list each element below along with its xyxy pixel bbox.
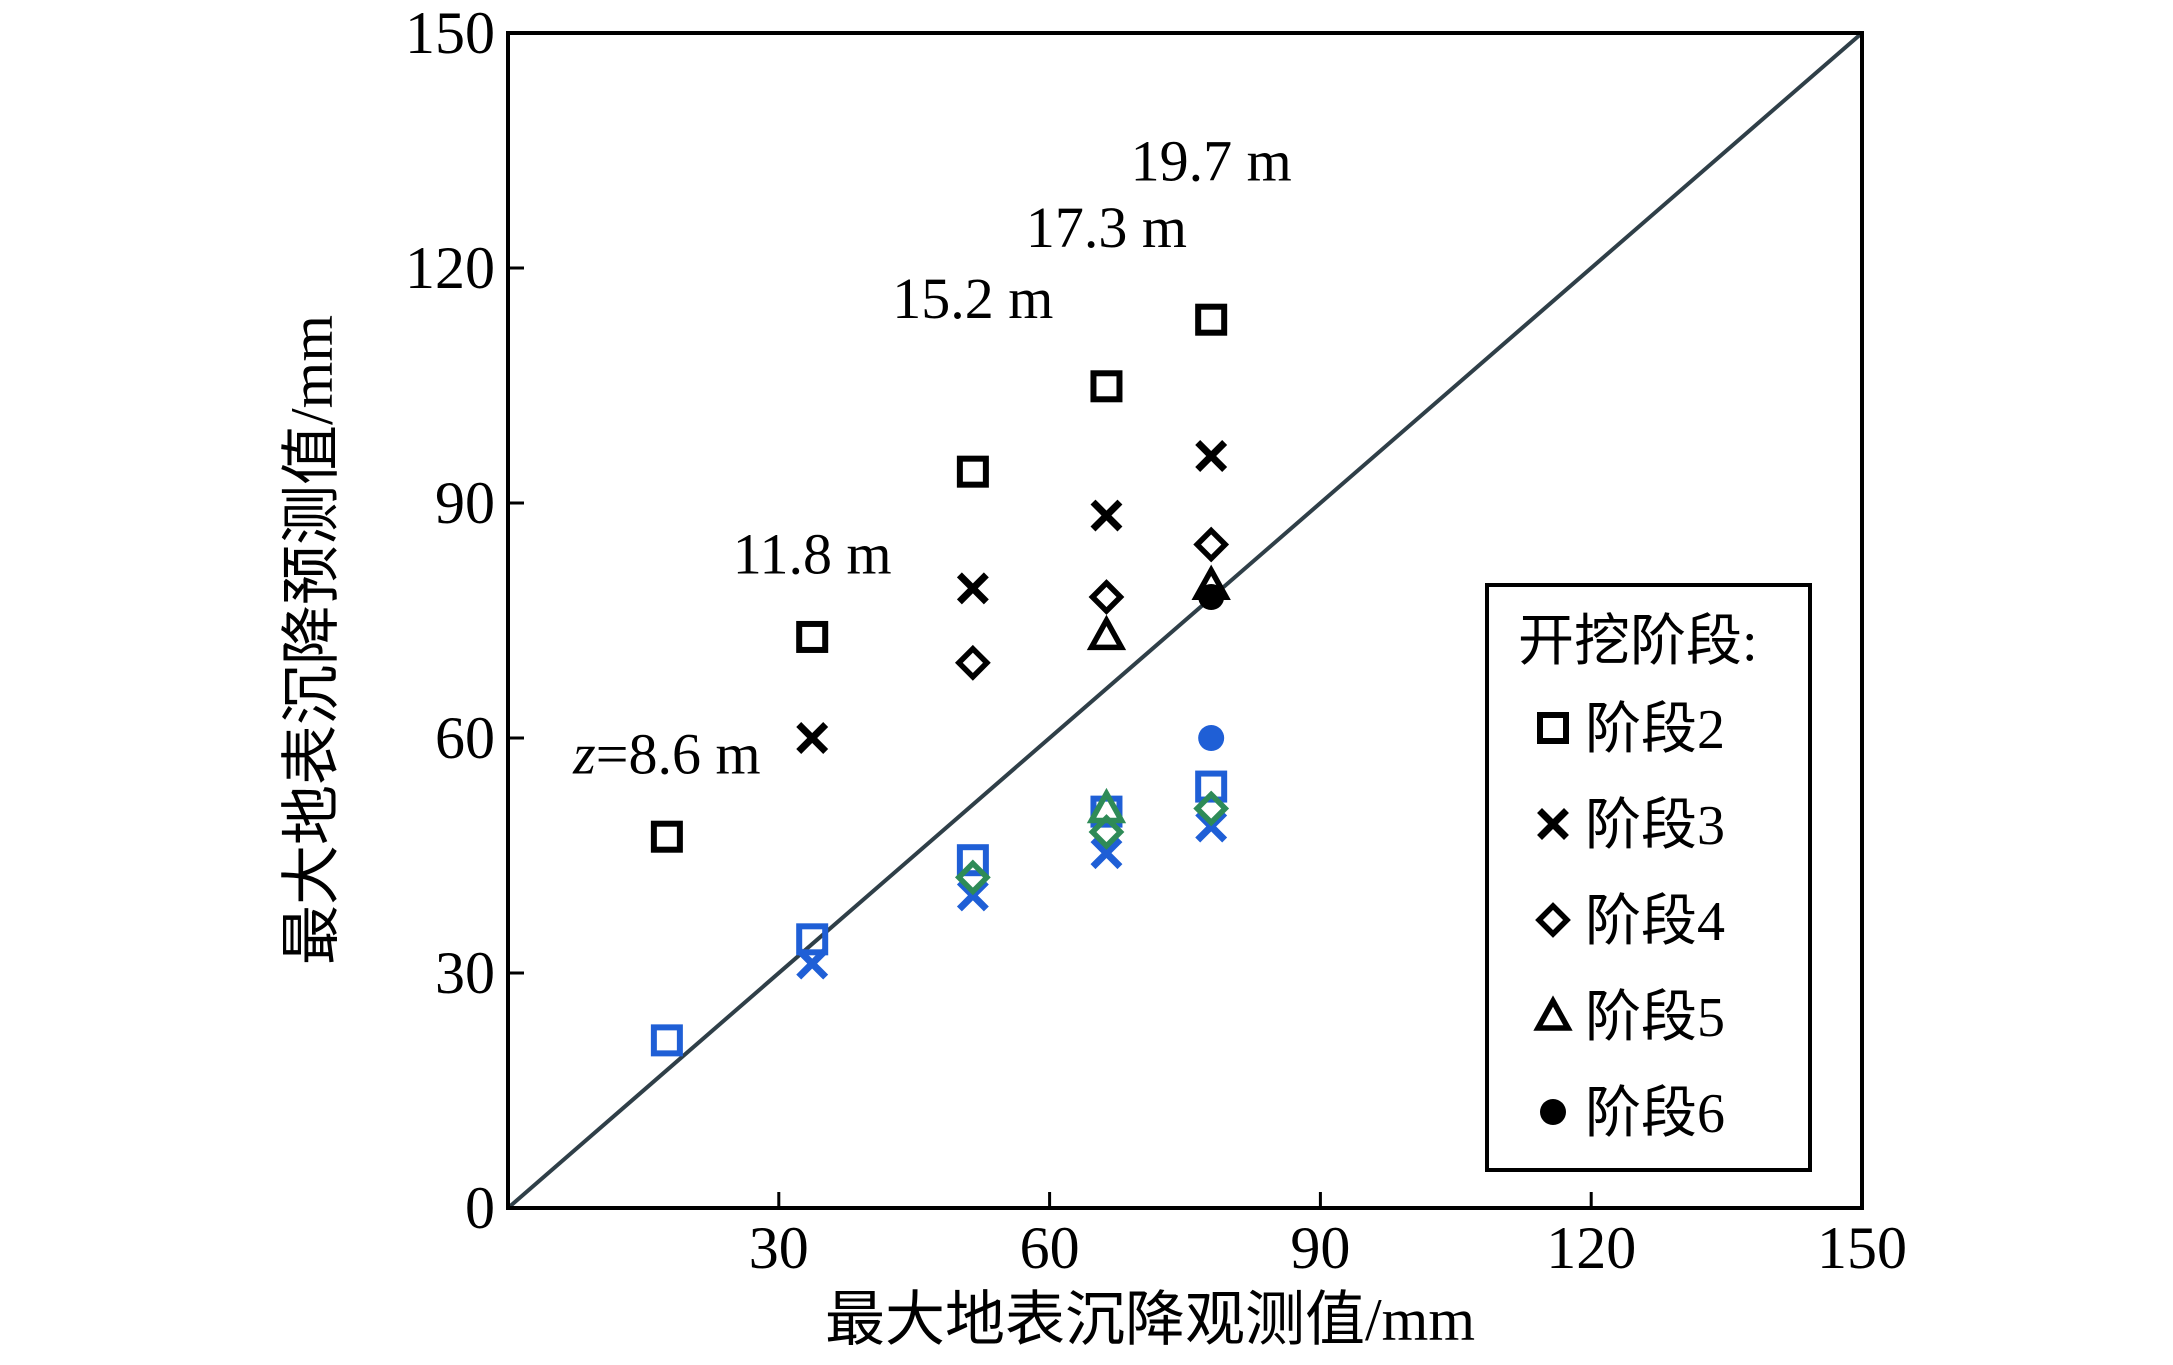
legend-marker xyxy=(1537,808,1569,840)
data-point xyxy=(796,722,829,754)
depth-annotation: 11.8 m xyxy=(733,522,892,587)
overlay-point xyxy=(796,947,829,980)
legend-label: 阶段3 xyxy=(1585,795,1725,857)
overlay-point xyxy=(1195,810,1228,843)
overlay-point xyxy=(1090,837,1123,870)
legend-label: 阶段6 xyxy=(1585,1083,1725,1145)
y-tick-label: 0 xyxy=(465,1175,495,1241)
y-tick-label: 60 xyxy=(435,705,495,771)
y-tick-label: 150 xyxy=(405,0,495,66)
data-point xyxy=(1090,370,1123,403)
points-layer xyxy=(650,303,1231,1057)
data-point xyxy=(956,572,989,605)
legend-label: 阶段2 xyxy=(1585,699,1725,761)
depth-annotation: 15.2 m xyxy=(892,266,1053,331)
y-axis-label: 最大地表沉降预测值/mm xyxy=(279,315,345,965)
legend-box xyxy=(1485,583,1812,1172)
depth-annotation: z=8.6 m xyxy=(572,721,760,786)
overlay-point xyxy=(956,844,989,877)
overlay-point xyxy=(954,859,991,896)
data-point xyxy=(1195,303,1228,336)
legend-label: 阶段5 xyxy=(1585,987,1725,1049)
y-tick-label: 30 xyxy=(435,940,495,1006)
data-point xyxy=(956,455,989,488)
data-point xyxy=(1193,526,1230,563)
x-tick-label: 90 xyxy=(1290,1215,1350,1281)
overlay-point xyxy=(1198,725,1225,751)
data-point xyxy=(1086,614,1127,651)
data-point xyxy=(650,820,683,853)
overlay-point xyxy=(796,923,829,956)
depth-annotation-variable: z xyxy=(572,721,596,786)
x-tick-label: 30 xyxy=(749,1215,809,1281)
legend-marker xyxy=(1537,712,1569,744)
depth-annotation-text: 15.2 m xyxy=(892,266,1053,331)
data-point xyxy=(796,620,829,653)
legend-title: 开挖阶段: xyxy=(1518,611,1758,673)
depth-annotation: 19.7 m xyxy=(1131,128,1292,193)
data-point xyxy=(1198,584,1225,610)
y-tick-label: 90 xyxy=(435,470,495,536)
y-tick-label: 120 xyxy=(405,235,495,301)
annotations-layer: z=8.6 m 11.8 m 15.2 m17.3 m19.7 m xyxy=(572,128,1292,786)
plot-frame xyxy=(506,31,1864,1210)
data-point xyxy=(1090,499,1123,532)
reference-line-layer xyxy=(506,31,1864,1210)
ticks-layer: 30 60 90 120 150 0 30 60 90 120 150 xyxy=(405,0,1907,1281)
overlay-point xyxy=(1088,814,1125,850)
legend: 开挖阶段: 阶段2 阶段3 阶段4 阶段5 阶段6 xyxy=(1485,583,1812,1172)
data-point xyxy=(954,644,991,681)
x-tick-label: 120 xyxy=(1546,1215,1636,1281)
legend-marker xyxy=(1533,995,1573,1031)
x-tick-label: 150 xyxy=(1817,1215,1907,1281)
depth-annotation-text: =8.6 m xyxy=(596,721,761,786)
reference-line xyxy=(506,31,1864,1210)
overlay-point xyxy=(650,1024,683,1057)
data-point xyxy=(1195,440,1228,472)
data-point xyxy=(1088,579,1125,615)
x-tick-label: 60 xyxy=(1020,1215,1080,1281)
legend-marker xyxy=(1535,902,1571,938)
overlay-point xyxy=(1086,787,1127,824)
depth-annotation-text: 11.8 m xyxy=(733,522,892,587)
legend-marker xyxy=(1540,1099,1566,1125)
overlay-point xyxy=(1195,770,1228,803)
legend-items: 阶段2 阶段3 阶段4 阶段5 阶段6 xyxy=(1533,699,1725,1145)
overlay-point xyxy=(956,879,989,912)
overlay-point xyxy=(1193,790,1230,827)
x-axis-label: 最大地表沉降观测值/mm xyxy=(825,1287,1475,1353)
legend-label: 阶段4 xyxy=(1585,891,1725,953)
depth-annotation: 17.3 m xyxy=(1026,195,1187,260)
depth-annotation-text: 19.7 m xyxy=(1131,128,1292,193)
depth-annotation-text: 17.3 m xyxy=(1026,195,1187,260)
